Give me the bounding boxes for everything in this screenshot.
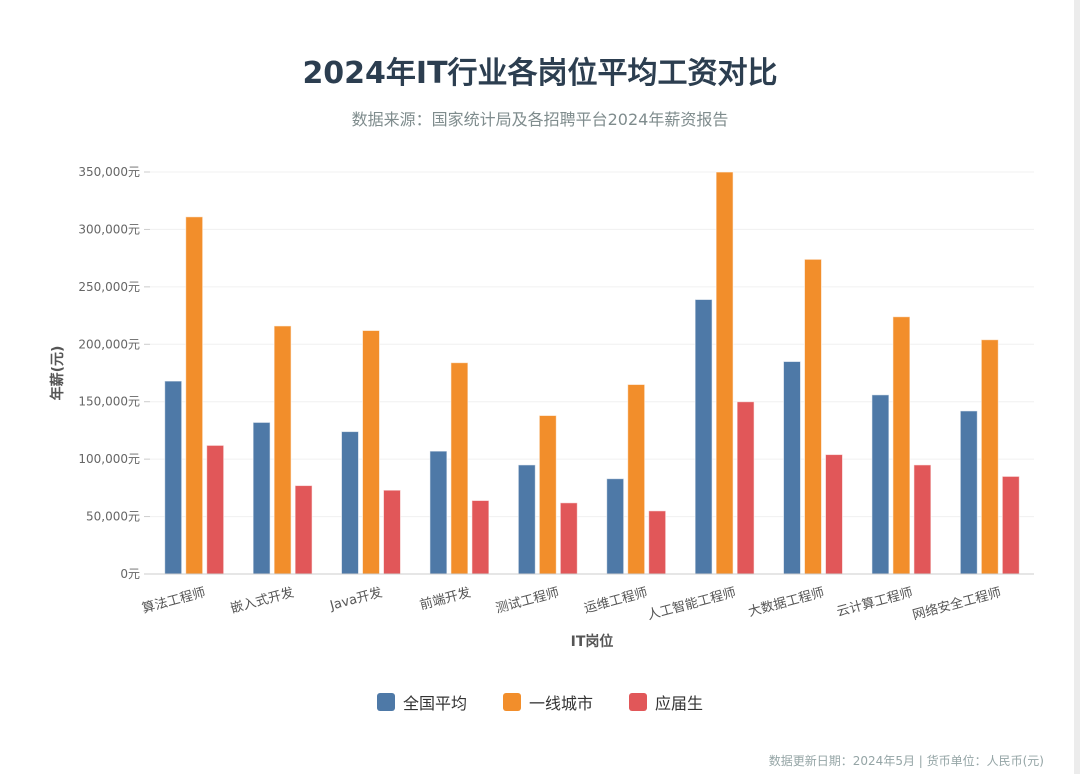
legend-label-graduate: 应届生 (655, 694, 704, 713)
bar-2-4[interactable] (559, 502, 578, 575)
legend-label-national: 全国平均 (402, 694, 467, 713)
bar-2-8[interactable] (913, 464, 932, 575)
bar-0-7[interactable] (783, 361, 801, 575)
bar-0-5[interactable] (606, 478, 625, 575)
y-tick-labels: 0元 50,000元 100,000元 150,000元 200,000元 250,000… (78, 165, 140, 581)
bar-1-0[interactable] (185, 216, 204, 575)
chart-title: 2024年IT行业各岗位平均工资对比 (302, 56, 778, 91)
x-tick-label: 云计算工程师 (835, 585, 914, 620)
bar-1-6[interactable] (715, 171, 734, 575)
bar-0-0[interactable] (164, 380, 183, 575)
bar-1-3[interactable] (450, 362, 469, 575)
bar-0-4[interactable] (517, 464, 536, 575)
bar-0-1[interactable] (252, 421, 271, 575)
x-tick-label: 网络安全工程师 (911, 584, 1003, 623)
y-tick-label: 0元 (120, 567, 140, 581)
legend-item-tier1[interactable]: 一线城市 (502, 690, 593, 714)
bar-2-3[interactable] (471, 499, 490, 575)
bar-0-2[interactable] (341, 431, 359, 575)
bar-1-2[interactable] (362, 330, 380, 575)
bar-chart: 0元 50,000元 100,000元 150,000元 200,000元 250,000… (49, 165, 1034, 650)
bar-0-3[interactable] (429, 450, 448, 575)
x-tick-label: 嵌入式开发 (229, 584, 296, 616)
x-tick-label: 前端开发 (418, 584, 472, 613)
legend: 全国平均 一线城市 应届生 (0, 690, 1080, 714)
footer-note: 数据更新日期：2024年5月 | 货币单位：人民币(元) (768, 754, 1044, 768)
x-tick-label: 大数据工程师 (747, 585, 826, 620)
bar-1-9[interactable] (980, 339, 999, 575)
window-edge (1074, 0, 1080, 774)
x-tick-label: 算法工程师 (141, 585, 208, 616)
legend-swatch-graduate (629, 693, 647, 711)
bar-0-6[interactable] (694, 298, 713, 575)
legend-item-graduate[interactable]: 应届生 (629, 690, 703, 714)
x-tick-label: Java开发 (327, 584, 384, 614)
bar-2-7[interactable] (825, 454, 843, 575)
x-axis-title: IT岗位 (571, 633, 614, 650)
x-tick-label: 人工智能工程师 (646, 585, 738, 623)
bar-1-5[interactable] (627, 383, 646, 575)
legend-swatch-national (376, 693, 395, 711)
chart-subtitle: 数据来源：国家统计局及各招聘平台2024年薪资报告 (351, 110, 729, 129)
bar-2-9[interactable] (1001, 475, 1020, 575)
y-tick-label: 250,000元 (78, 280, 140, 294)
x-tick-label: 运维工程师 (583, 585, 650, 616)
y-tick-label: 350,000元 (78, 165, 140, 179)
bar-2-2[interactable] (383, 489, 401, 575)
bar-2-6[interactable] (736, 401, 755, 575)
legend-label-tier1: 一线城市 (528, 694, 593, 713)
legend-item-national[interactable]: 全国平均 (376, 690, 467, 714)
y-tick-label: 50,000元 (86, 510, 140, 524)
bar-1-1[interactable] (273, 325, 292, 575)
bar-1-7[interactable] (804, 258, 822, 575)
bar-0-9[interactable] (959, 410, 978, 575)
y-tick-label: 300,000元 (78, 222, 140, 236)
x-tick-label: 测试工程师 (494, 585, 561, 616)
bar-1-8[interactable] (892, 316, 911, 575)
y-axis-title: 年薪(元) (49, 346, 66, 401)
legend-swatch-tier1 (502, 693, 521, 711)
bar-2-0[interactable] (206, 444, 225, 575)
y-tick-label: 150,000元 (78, 395, 140, 409)
bar-2-1[interactable] (294, 485, 313, 575)
y-tick-label: 100,000元 (78, 452, 140, 466)
bar-2-5[interactable] (648, 510, 667, 575)
bars (164, 171, 1020, 575)
bar-1-4[interactable] (538, 414, 557, 575)
y-tick-label: 200,000元 (78, 337, 140, 351)
bar-0-8[interactable] (871, 394, 890, 575)
